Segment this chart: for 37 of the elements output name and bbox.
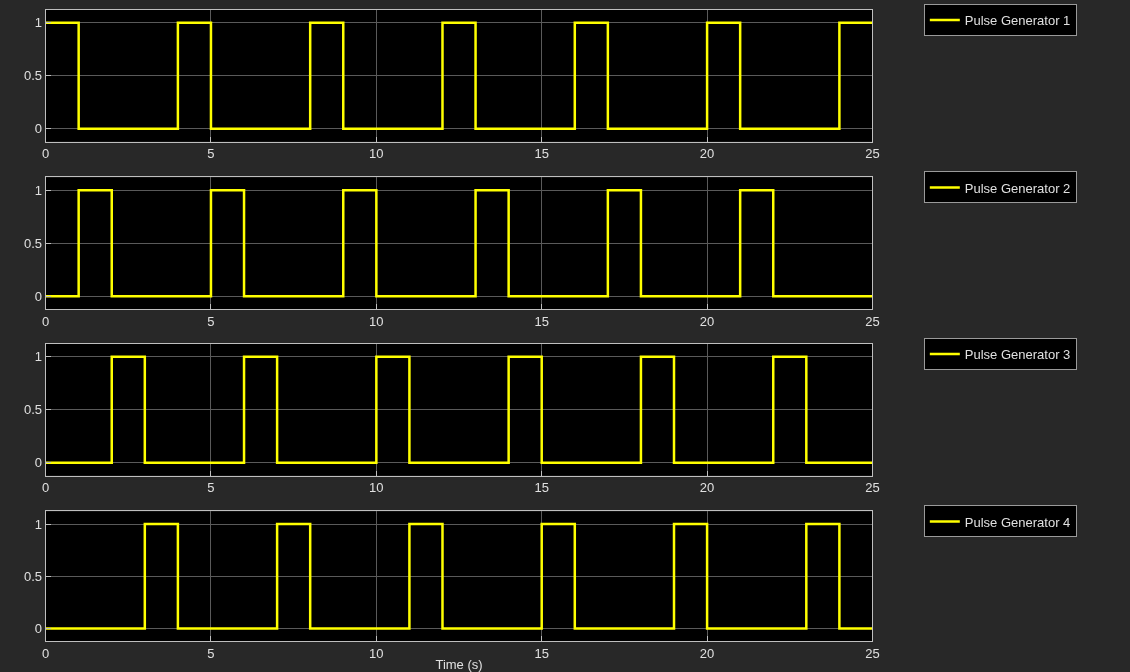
x-tick-label: 10 [369, 645, 384, 661]
y-tick-label: 0.5 [23, 402, 42, 418]
y-tick-label: 1 [34, 182, 42, 198]
x-tick-label: 20 [699, 645, 715, 661]
x-tick-label: 25 [865, 645, 880, 661]
x-tick-label: 10 [369, 313, 384, 329]
x-tick-label: 5 [207, 313, 215, 329]
x-tick-label: 5 [207, 480, 215, 496]
legend-label: Pulse Generator 3 [964, 347, 1071, 363]
x-tick-label: 5 [207, 645, 215, 661]
legend-label: Pulse Generator 4 [964, 514, 1071, 530]
x-tick-label: 25 [865, 146, 880, 162]
x-tick-label: 10 [369, 480, 384, 496]
y-tick-label: 0.5 [23, 235, 42, 251]
x-tick-label: 15 [534, 146, 549, 162]
x-tick-label: 10 [369, 146, 384, 162]
x-tick-label: 20 [699, 313, 715, 329]
x-tick-label: 5 [207, 146, 215, 162]
y-tick-label: 1 [34, 15, 42, 31]
legend-label: Pulse Generator 1 [964, 13, 1071, 29]
x-tick-label: 15 [534, 480, 549, 496]
y-tick-label: 0 [34, 288, 42, 304]
y-tick-label: 0.5 [23, 568, 42, 584]
y-tick-label: 1 [34, 349, 42, 365]
y-tick-label: 0 [34, 121, 42, 137]
y-tick-label: 0 [34, 621, 42, 637]
x-tick-label: 20 [699, 146, 715, 162]
legend-label: Pulse Generator 2 [964, 180, 1071, 196]
x-axis-title: Time (s) [435, 657, 483, 672]
x-tick-label: 25 [865, 313, 880, 329]
y-tick-label: 0.5 [23, 68, 42, 84]
y-tick-label: 1 [34, 516, 42, 532]
x-tick-label: 15 [534, 645, 549, 661]
x-tick-label: 15 [534, 313, 549, 329]
y-tick-label: 0 [34, 455, 42, 471]
x-tick-label: 20 [699, 480, 715, 496]
x-tick-label: 25 [865, 480, 880, 496]
